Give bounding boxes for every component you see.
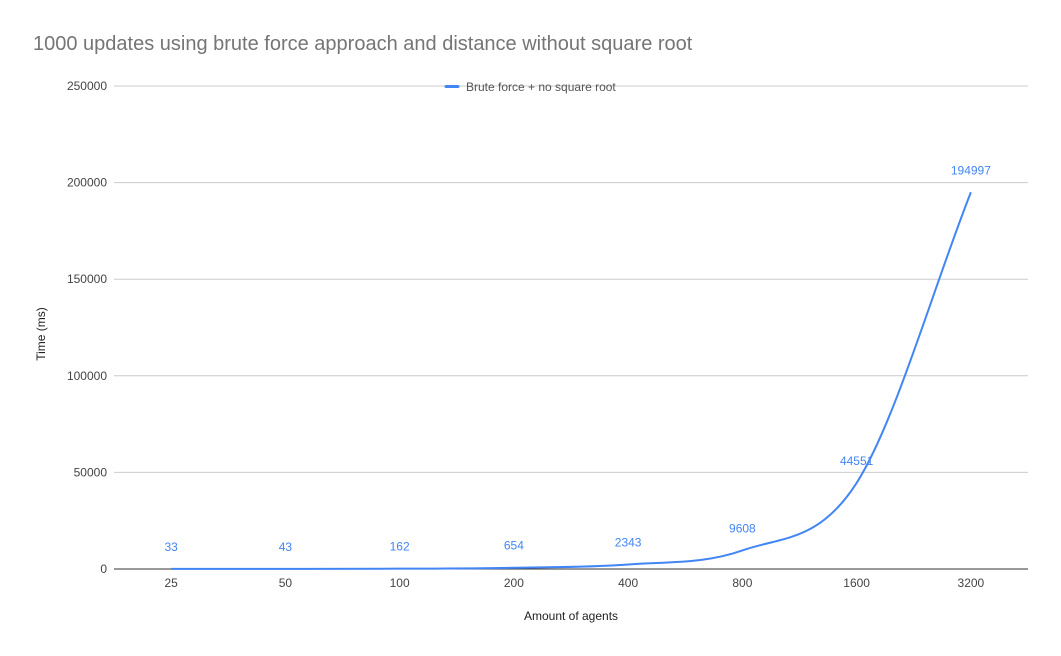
series-layer xyxy=(171,191,972,570)
y-tick-label: 0 xyxy=(100,562,107,576)
chart-title: 1000 updates using brute force approach … xyxy=(33,33,693,55)
y-tick-label: 200000 xyxy=(67,176,107,190)
data-label: 2343 xyxy=(615,535,642,549)
legend-label: Brute force + no square root xyxy=(466,80,616,94)
x-tick-label: 200 xyxy=(504,576,524,590)
x-tick-label: 25 xyxy=(164,576,178,590)
x-tick-label: 3200 xyxy=(958,576,985,590)
y-tick-label: 50000 xyxy=(74,465,108,479)
y-axis-ticks: 0 50000 100000 150000 200000 250000 xyxy=(67,79,107,576)
y-tick-label: 150000 xyxy=(67,272,107,286)
x-tick-label: 800 xyxy=(732,576,752,590)
series-line[interactable] xyxy=(171,191,972,570)
data-label: 43 xyxy=(279,540,293,554)
y-axis-title: Time (ms) xyxy=(34,307,48,361)
x-tick-label: 50 xyxy=(279,576,293,590)
y-tick-label: 100000 xyxy=(67,369,107,383)
data-label: 33 xyxy=(164,540,178,554)
data-labels: 33 43 162 654 2343 9608 44551 194997 xyxy=(164,163,991,554)
x-axis-title: Amount of agents xyxy=(524,609,618,623)
data-label: 44551 xyxy=(840,454,874,468)
x-tick-label: 100 xyxy=(390,576,410,590)
data-label: 194997 xyxy=(951,163,991,177)
legend[interactable]: Brute force + no square root xyxy=(444,80,616,94)
x-tick-label: 1600 xyxy=(843,576,870,590)
x-axis-ticks: 25 50 100 200 400 800 1600 3200 xyxy=(164,576,984,590)
data-label: 9608 xyxy=(729,521,756,535)
data-label: 654 xyxy=(504,539,524,553)
y-tick-label: 250000 xyxy=(67,79,107,93)
data-label: 162 xyxy=(390,540,410,554)
x-tick-label: 400 xyxy=(618,576,638,590)
gridlines xyxy=(114,85,1028,473)
